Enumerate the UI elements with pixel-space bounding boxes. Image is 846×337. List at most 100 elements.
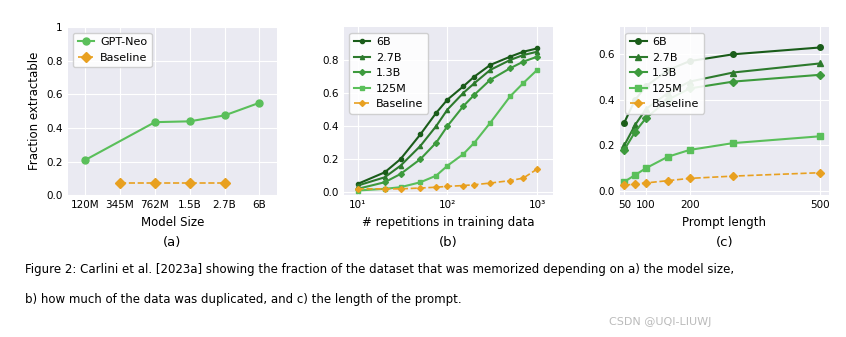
Baseline <box>470 183 480 187</box>
2.7B <box>505 58 515 62</box>
Baseline <box>662 179 673 183</box>
2.7B <box>380 175 390 179</box>
125M <box>532 68 542 72</box>
6B <box>442 98 453 102</box>
125M <box>684 148 695 152</box>
Baseline <box>505 179 515 183</box>
1.3B <box>684 86 695 90</box>
GPT-Neo <box>80 158 91 162</box>
6B <box>684 59 695 63</box>
1.3B <box>442 124 453 128</box>
6B <box>532 47 542 51</box>
GPT-Neo <box>219 113 229 117</box>
1.3B <box>485 78 495 82</box>
1.3B <box>519 60 529 64</box>
2.7B <box>619 143 629 147</box>
1.3B <box>728 80 739 84</box>
Baseline <box>115 181 125 185</box>
125M <box>415 180 426 184</box>
6B <box>619 121 629 125</box>
Baseline <box>431 185 442 189</box>
2.7B <box>641 107 651 111</box>
2.7B <box>532 50 542 54</box>
125M <box>470 141 480 145</box>
X-axis label: # repetitions in training data: # repetitions in training data <box>362 216 535 229</box>
Line: GPT-Neo: GPT-Neo <box>82 99 263 163</box>
GPT-Neo <box>255 101 265 105</box>
Line: 2.7B: 2.7B <box>622 61 823 148</box>
125M <box>485 121 495 125</box>
Text: (c): (c) <box>716 236 733 249</box>
Text: Figure 2: Carlini et al. [2023a] showing the fraction of the dataset that was me: Figure 2: Carlini et al. [2023a] showing… <box>25 263 734 276</box>
Baseline <box>150 181 160 185</box>
Baseline <box>684 176 695 180</box>
6B <box>505 55 515 59</box>
Legend: GPT-Neo, Baseline: GPT-Neo, Baseline <box>74 32 151 67</box>
2.7B <box>684 80 695 84</box>
Baseline <box>816 171 826 175</box>
1.3B <box>380 180 390 184</box>
Line: Baseline: Baseline <box>117 179 228 186</box>
125M <box>431 174 442 178</box>
2.7B <box>459 91 469 95</box>
1.3B <box>395 172 405 176</box>
6B <box>431 111 442 115</box>
1.3B <box>641 116 651 120</box>
Baseline <box>532 167 542 171</box>
Baseline <box>641 181 651 185</box>
6B <box>728 52 739 56</box>
6B <box>662 68 673 72</box>
Line: 6B: 6B <box>622 45 823 125</box>
1.3B <box>415 157 426 161</box>
Line: Baseline: Baseline <box>355 167 539 191</box>
2.7B <box>353 184 363 188</box>
Y-axis label: Fraction extractable: Fraction extractable <box>28 52 41 171</box>
Baseline <box>184 181 195 185</box>
125M <box>728 141 739 145</box>
Baseline <box>519 176 529 180</box>
Baseline <box>728 174 739 178</box>
1.3B <box>505 66 515 70</box>
125M <box>630 173 640 177</box>
2.7B <box>431 124 442 128</box>
6B <box>816 45 826 50</box>
Baseline <box>380 187 390 191</box>
1.3B <box>431 141 442 145</box>
Line: 6B: 6B <box>355 47 539 186</box>
Text: (a): (a) <box>163 236 181 249</box>
125M <box>519 81 529 85</box>
Baseline <box>619 183 629 187</box>
1.3B <box>532 55 542 59</box>
Baseline <box>459 184 469 188</box>
125M <box>459 152 469 156</box>
Baseline <box>395 187 405 191</box>
125M <box>353 188 363 192</box>
125M <box>619 180 629 184</box>
GPT-Neo <box>150 120 160 124</box>
125M <box>662 155 673 159</box>
6B <box>485 63 495 67</box>
Line: 2.7B: 2.7B <box>355 50 539 188</box>
1.3B <box>353 187 363 191</box>
Line: Baseline: Baseline <box>622 170 823 188</box>
125M <box>505 94 515 98</box>
6B <box>459 84 469 88</box>
2.7B <box>816 61 826 65</box>
125M <box>816 134 826 138</box>
Text: CSDN @UQI-LIUWJ: CSDN @UQI-LIUWJ <box>609 317 711 327</box>
Text: (b): (b) <box>439 236 458 249</box>
2.7B <box>395 164 405 168</box>
125M <box>641 166 651 170</box>
6B <box>641 84 651 88</box>
6B <box>519 50 529 54</box>
125M <box>442 164 453 168</box>
Line: 125M: 125M <box>622 133 823 185</box>
6B <box>415 132 426 136</box>
Baseline <box>415 186 426 190</box>
6B <box>353 182 363 186</box>
2.7B <box>442 108 453 112</box>
Line: 1.3B: 1.3B <box>355 55 539 191</box>
Legend: 6B, 2.7B, 1.3B, 125M, Baseline: 6B, 2.7B, 1.3B, 125M, Baseline <box>625 32 704 114</box>
6B <box>470 74 480 79</box>
6B <box>395 157 405 161</box>
